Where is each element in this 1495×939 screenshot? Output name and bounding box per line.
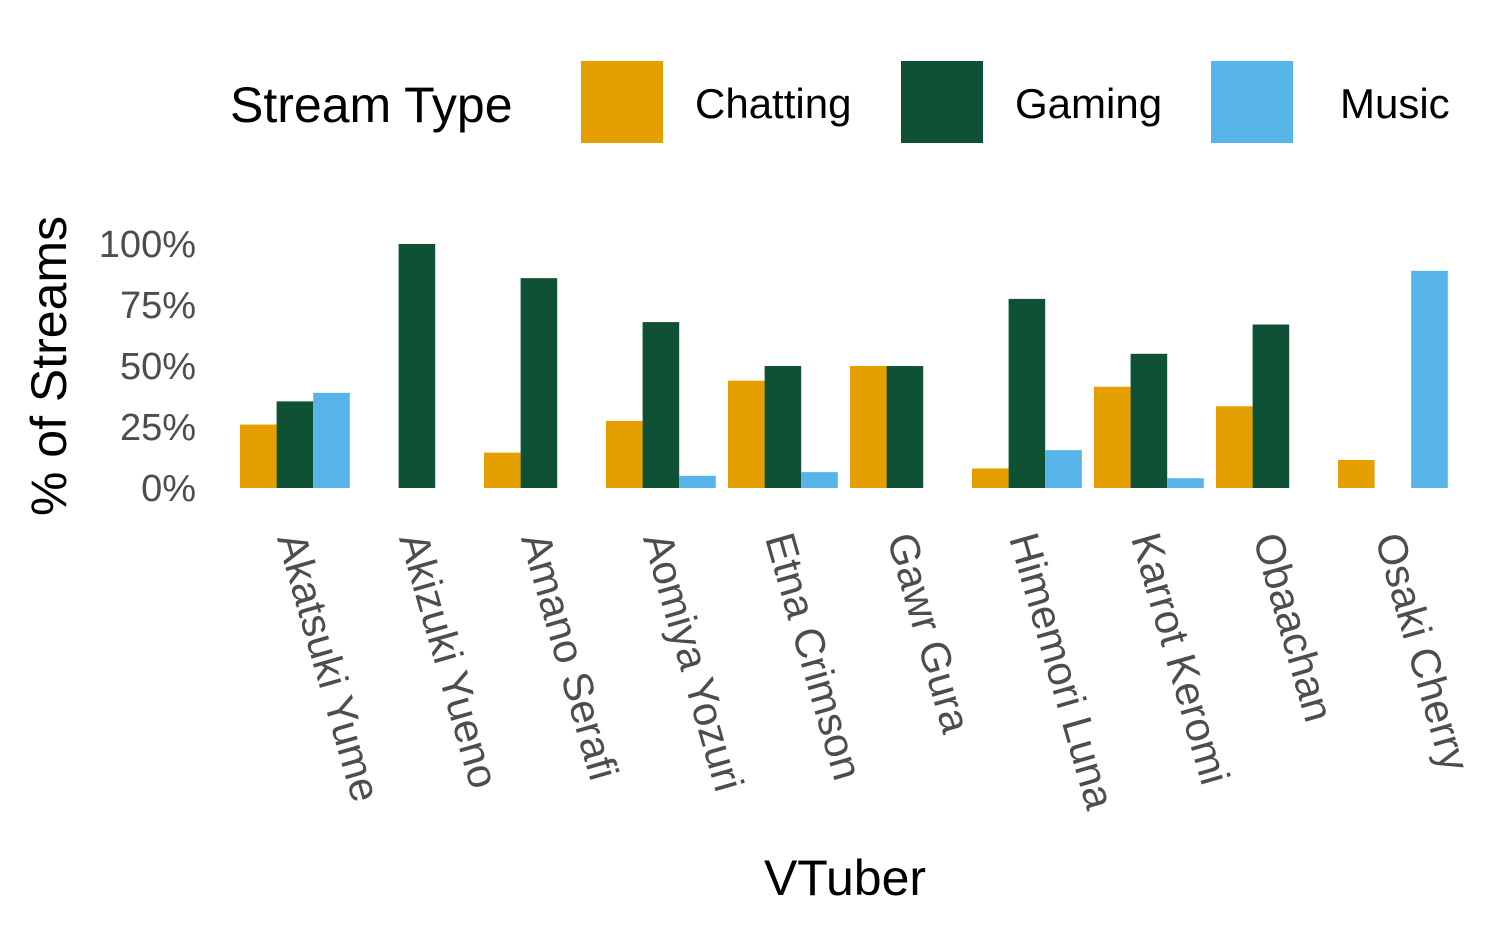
bar-chatting: [972, 468, 1009, 488]
bar-gaming: [642, 322, 680, 488]
x-tick-label: Osaki Cherry: [1366, 528, 1479, 777]
x-tick-label: Amano Serafi: [512, 528, 627, 786]
legend-title: Stream Type: [230, 77, 513, 133]
x-axis: Akatsuki Yume Akizuki Yueno Amano Serafi Ao…: [268, 528, 1479, 815]
bar-music: [801, 472, 838, 488]
legend: Stream Type Chatting Gaming Music: [230, 61, 1450, 143]
y-axis-title: % of Streams: [21, 216, 77, 516]
legend-label-music: Music: [1340, 80, 1450, 127]
bar-chatting: [1094, 386, 1131, 488]
x-tick-label: Akatsuki Yume: [268, 528, 390, 807]
legend-key-gaming: [901, 61, 983, 143]
x-tick-label: Obaachan: [1244, 528, 1343, 727]
x-tick-label: Aomiya Yozuri: [634, 528, 753, 797]
bar-chatting: [606, 420, 643, 488]
bar-chatting: [850, 366, 887, 488]
bar-gaming: [1130, 353, 1168, 488]
y-tick-label: 0%: [141, 468, 196, 510]
bar-gaming: [764, 366, 802, 488]
y-tick-label: 100%: [99, 224, 196, 266]
bar-music: [1045, 450, 1082, 488]
bar-music: [313, 392, 350, 488]
legend-label-chatting: Chatting: [695, 80, 851, 127]
y-tick-label: 50%: [120, 346, 196, 388]
bar-gaming: [520, 278, 558, 488]
bar-music: [1411, 270, 1448, 488]
bar-gaming: [886, 366, 924, 488]
bar-music: [1167, 478, 1204, 488]
bar-music: [679, 475, 716, 488]
x-tick-label: Akizuki Yueno: [390, 528, 508, 794]
y-axis: 0% 25% 50% 75% 100%: [99, 224, 196, 510]
bar-gaming: [398, 244, 436, 488]
x-axis-title: VTuber: [764, 850, 926, 906]
bar-chatting: [1216, 406, 1253, 488]
legend-key-music: [1211, 61, 1293, 143]
legend-label-gaming: Gaming: [1015, 80, 1162, 127]
x-tick-label: Himemori Luna: [1000, 528, 1124, 815]
bar-gaming: [1252, 324, 1290, 488]
bar-chatting: [728, 380, 765, 488]
bar-gaming: [276, 401, 314, 488]
bar-chatting: [484, 452, 521, 488]
x-tick-label: Karrot Keromi: [1122, 528, 1239, 790]
bar-chatting: [1338, 459, 1375, 488]
y-tick-label: 25%: [120, 407, 196, 449]
x-tick-label: Etna Crimson: [756, 528, 871, 786]
bar-chatting: [240, 424, 277, 488]
legend-key-chatting: [581, 61, 663, 143]
bars: [240, 244, 1448, 488]
bar-gaming: [1008, 298, 1046, 488]
y-tick-label: 75%: [120, 285, 196, 327]
x-tick-label: Gawr Gura: [878, 528, 980, 739]
